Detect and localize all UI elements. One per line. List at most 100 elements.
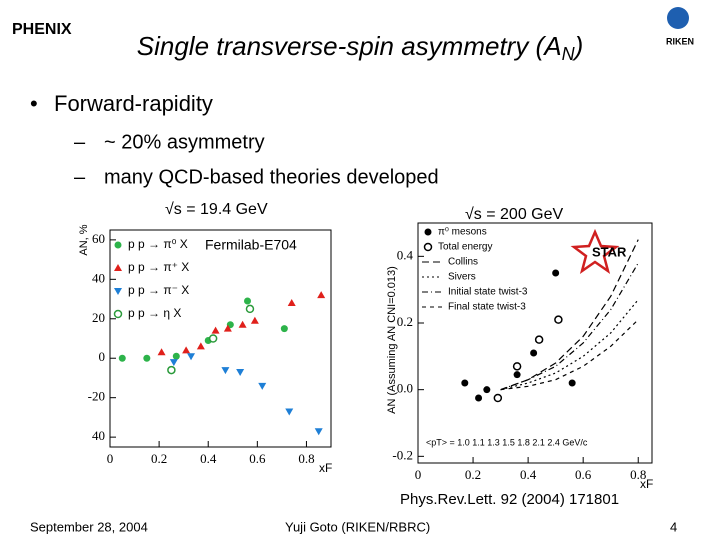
data-point bbox=[285, 408, 294, 416]
x-tick-label: 0.6 bbox=[249, 451, 266, 466]
legend-label: Initial state twist-3 bbox=[448, 287, 528, 298]
x-tick-label: 0 bbox=[415, 467, 422, 482]
data-point bbox=[187, 353, 196, 361]
data-point bbox=[250, 316, 259, 324]
y-tick-label: 0 bbox=[99, 349, 106, 364]
x-tick-label: 0.4 bbox=[200, 451, 217, 466]
x-tick-label: 0.6 bbox=[575, 467, 592, 482]
title-sub: N bbox=[562, 44, 576, 64]
legend-marker bbox=[424, 228, 432, 236]
dash-mark: – bbox=[74, 166, 86, 188]
data-point bbox=[167, 365, 176, 375]
legend-label: Final state twist-3 bbox=[448, 302, 526, 313]
reference: Phys.Rev.Lett. 92 (2004) 171801 bbox=[400, 491, 619, 508]
theory-curve bbox=[500, 299, 639, 391]
y-tick-label: 0.4 bbox=[397, 247, 414, 262]
data-point bbox=[568, 379, 576, 387]
data-point bbox=[172, 352, 180, 360]
data-point bbox=[461, 379, 469, 387]
data-point bbox=[118, 354, 126, 362]
data-point bbox=[157, 348, 166, 356]
x-tick-label: 0.2 bbox=[465, 467, 481, 482]
legend-label: Collins bbox=[448, 257, 478, 268]
data-point bbox=[314, 428, 323, 436]
bullet: Forward-rapidity bbox=[54, 91, 213, 116]
y-tick-label: 40 bbox=[92, 270, 105, 285]
data-point bbox=[530, 349, 538, 357]
data-point bbox=[245, 304, 255, 314]
riken-logo: RIKEN bbox=[666, 36, 694, 46]
legend-label: Total energy bbox=[438, 242, 492, 253]
legend-marker bbox=[114, 288, 122, 295]
data-point bbox=[483, 386, 491, 394]
sub-bullet: ~ 20% asymmetry bbox=[104, 131, 265, 153]
x-axis-label: xF bbox=[640, 477, 653, 491]
y-tick-label: -0.2 bbox=[392, 447, 413, 462]
data-point bbox=[258, 382, 267, 390]
data-point bbox=[244, 297, 252, 305]
annotation: <pT> = 1.0 1.1 1.3 1.5 1.8 2.1 2.4 GeV/c bbox=[426, 437, 588, 447]
star-logo: STAR bbox=[592, 244, 627, 259]
sub-bullet: many QCD-based theories developed bbox=[104, 166, 439, 188]
legend-label: p p → π⁺ X bbox=[128, 260, 189, 274]
dash-mark: – bbox=[74, 131, 86, 153]
data-point bbox=[287, 298, 296, 306]
x-tick-label: 0.2 bbox=[151, 451, 167, 466]
theory-curve bbox=[500, 319, 639, 391]
x-tick-label: 0 bbox=[107, 451, 114, 466]
chart-subtitle: √s = 200 GeV bbox=[465, 206, 564, 223]
data-point bbox=[280, 325, 288, 333]
title-text: Single transverse-spin asymmetry (A bbox=[137, 31, 562, 61]
data-point bbox=[512, 362, 522, 371]
y-tick-label: -20 bbox=[88, 389, 105, 404]
data-point bbox=[211, 326, 220, 334]
theory-curve bbox=[500, 262, 639, 391]
data-point bbox=[143, 354, 151, 362]
y-tick-label: 20 bbox=[92, 310, 105, 325]
data-point bbox=[513, 371, 521, 379]
star-logo-shape bbox=[570, 228, 620, 274]
data-point bbox=[196, 342, 205, 350]
title-end: ) bbox=[572, 31, 584, 61]
legend-label: p p → η X bbox=[128, 306, 181, 320]
x-tick-label: 0.8 bbox=[298, 451, 314, 466]
data-point bbox=[182, 346, 191, 354]
y-tick-label: 60 bbox=[92, 231, 105, 246]
bullet-mark: • bbox=[30, 91, 38, 116]
data-point bbox=[169, 359, 178, 367]
y-axis-label: AN (Assuming AN CNI=0.013) bbox=[386, 266, 398, 414]
y-tick-label: 0.2 bbox=[397, 314, 413, 329]
legend-marker bbox=[114, 264, 122, 271]
theory-curve bbox=[500, 239, 639, 391]
data-point bbox=[317, 291, 326, 299]
data-point bbox=[554, 315, 563, 324]
legend-label: π⁰ mesons bbox=[438, 227, 487, 238]
y-tick-label: 40 bbox=[92, 428, 105, 443]
plot-frame bbox=[417, 222, 653, 464]
data-point bbox=[236, 369, 245, 377]
legend-label: p p → π⁰ X bbox=[128, 237, 188, 251]
data-point bbox=[221, 367, 230, 375]
phenix-logo: PHENIX bbox=[12, 21, 72, 38]
slide-title: Single transverse-spin asymmetry (AN) bbox=[137, 31, 583, 64]
legend-marker bbox=[114, 241, 122, 249]
chart-subtitle: √s = 19.4 GeV bbox=[165, 201, 268, 218]
y-tick-label: 0.0 bbox=[397, 381, 413, 396]
footer-date: September 28, 2004 bbox=[30, 519, 148, 534]
legend-label: Sivers bbox=[448, 272, 476, 283]
x-tick-label: 0.8 bbox=[630, 467, 646, 482]
data-point bbox=[493, 393, 503, 403]
plot-frame bbox=[109, 229, 332, 448]
y-axis-label: AN, % bbox=[78, 224, 90, 255]
data-point bbox=[534, 335, 544, 344]
data-point bbox=[238, 320, 247, 328]
legend-marker bbox=[113, 309, 123, 319]
data-point bbox=[208, 334, 218, 343]
data-point bbox=[223, 324, 232, 332]
data-point bbox=[552, 269, 560, 277]
legend-label: p p → π⁻ X bbox=[128, 283, 189, 297]
riken-icon bbox=[667, 7, 689, 29]
annotation: Fermilab-E704 bbox=[205, 237, 297, 253]
footer-author: Yuji Goto (RIKEN/RBRC) bbox=[285, 519, 430, 534]
x-axis-label: xF bbox=[319, 461, 332, 475]
